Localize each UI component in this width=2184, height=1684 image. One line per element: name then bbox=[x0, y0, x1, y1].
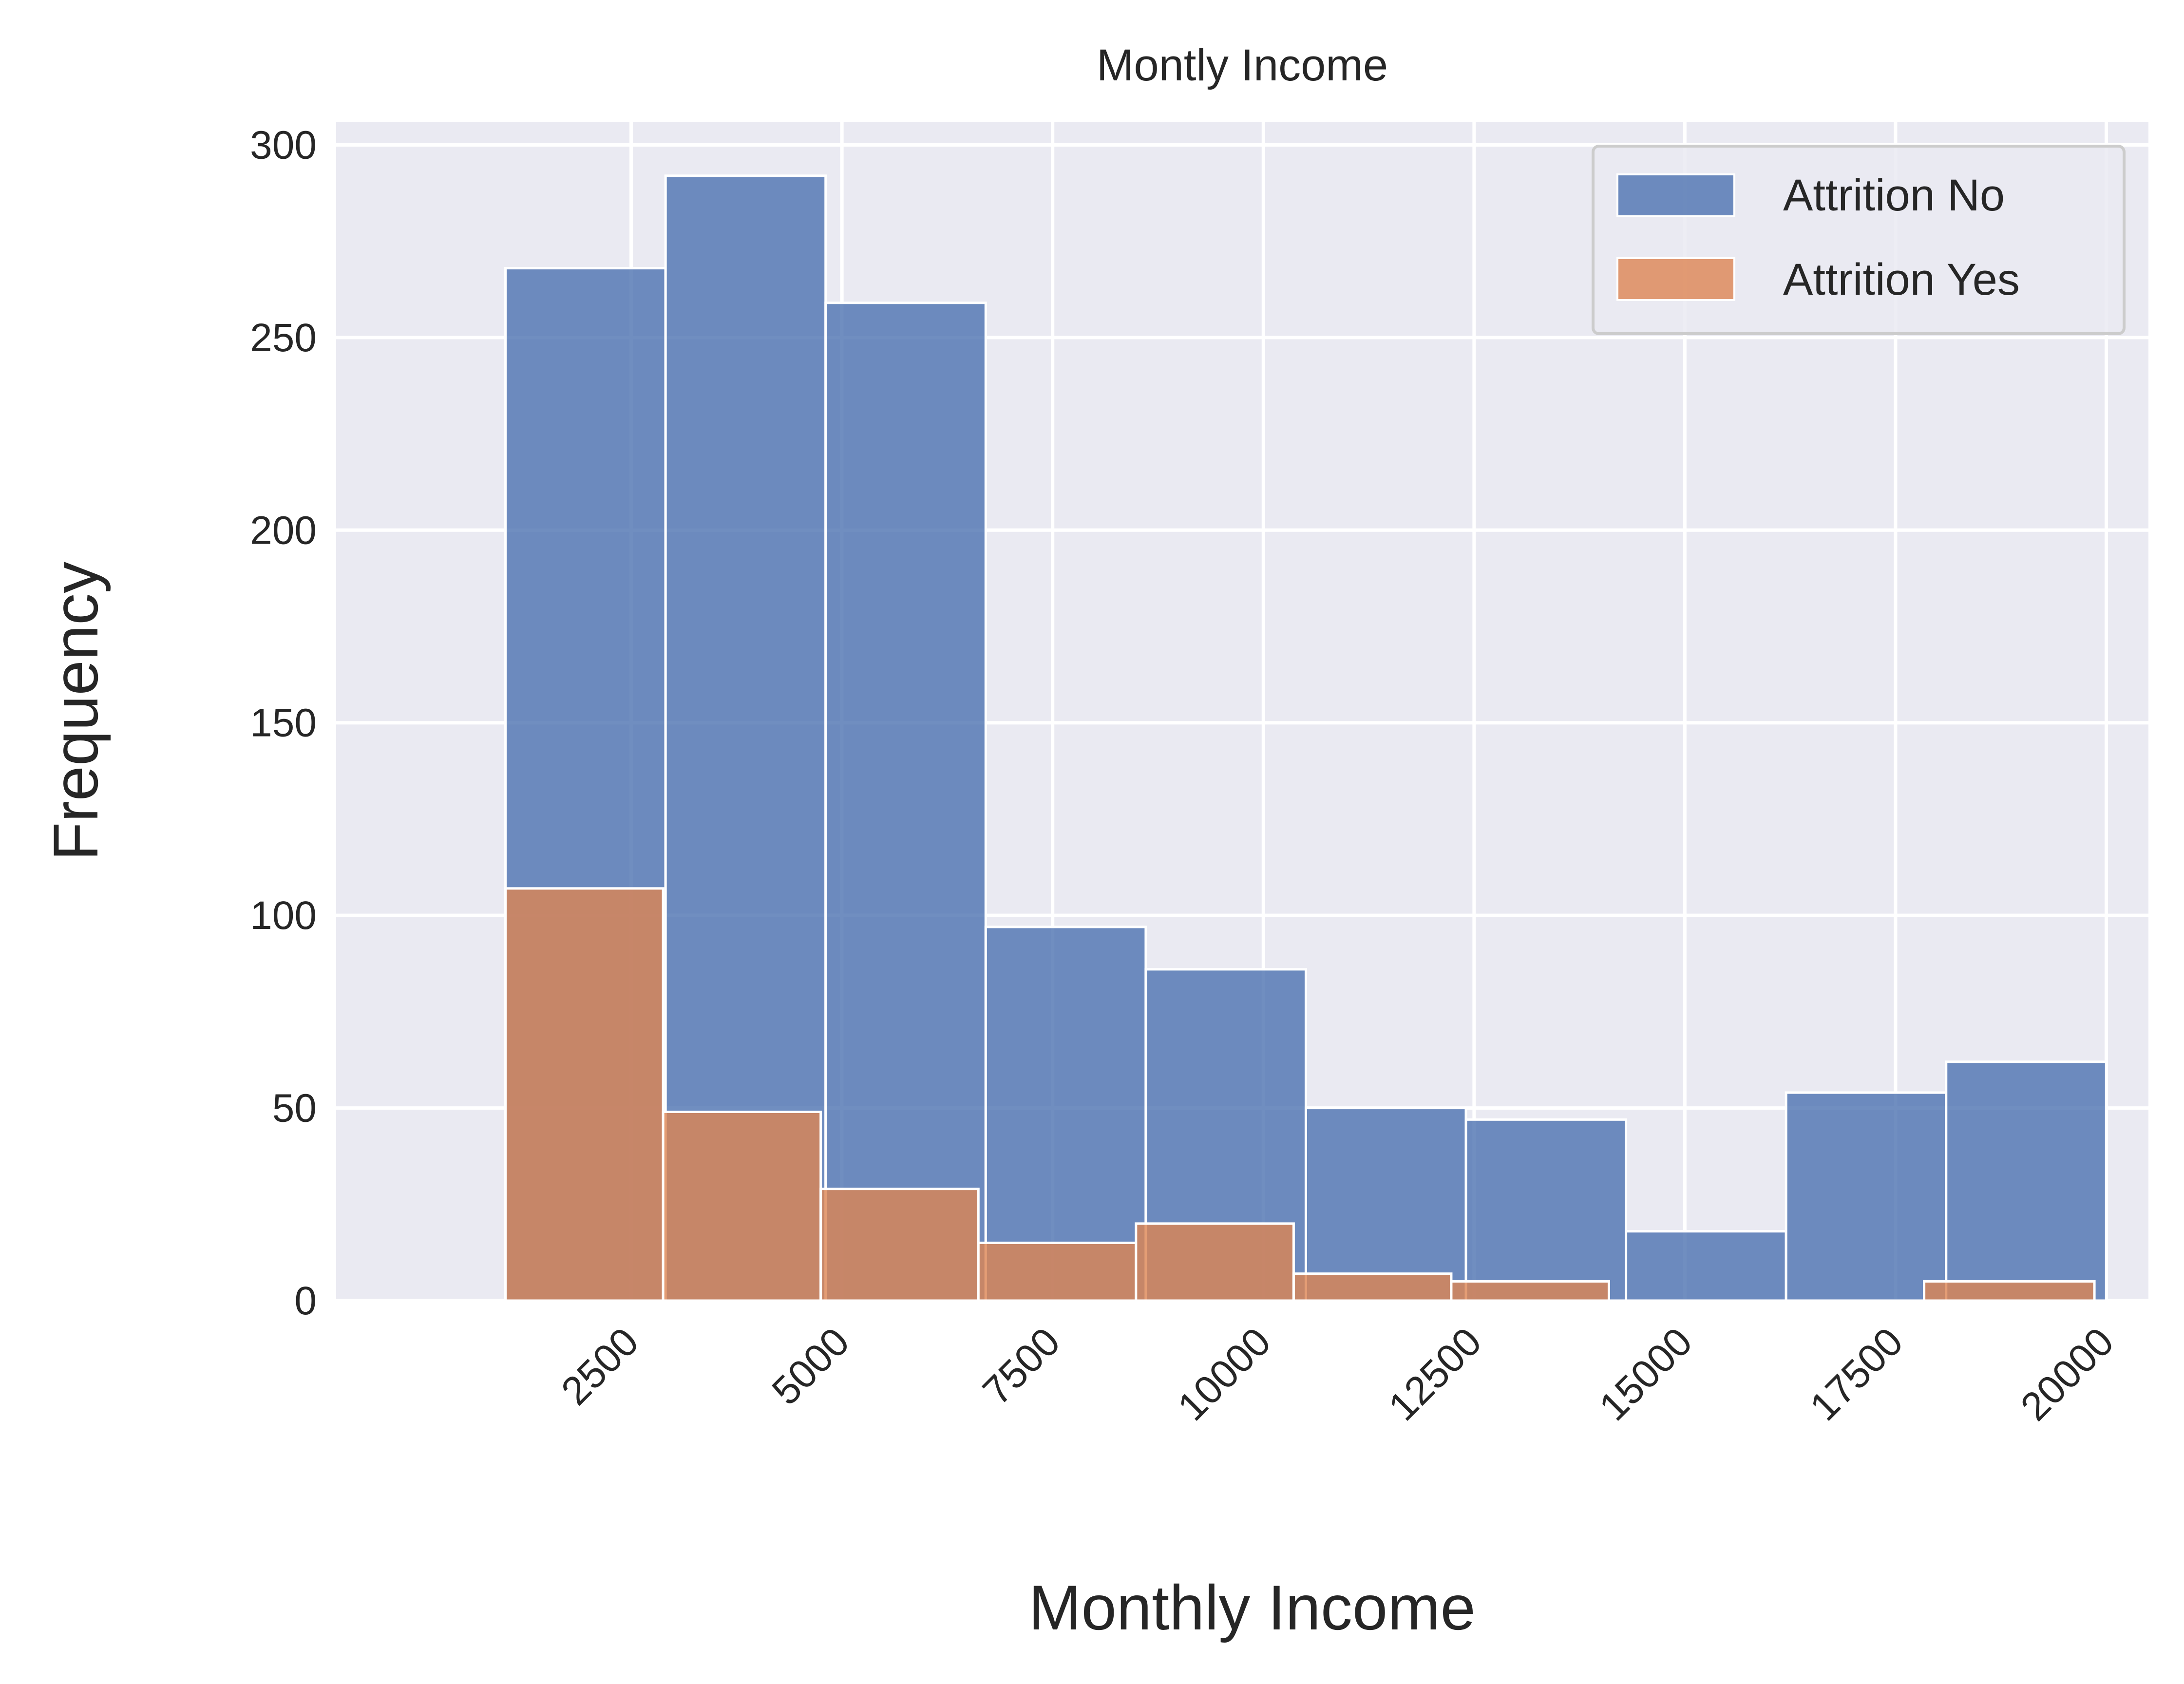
bar-attrition-no bbox=[824, 302, 987, 1302]
x-tick-label: 10000 bbox=[1169, 1319, 1279, 1429]
x-tick-label: 17500 bbox=[1802, 1319, 1912, 1429]
legend-label-attrition-yes: Attrition Yes bbox=[1783, 255, 2020, 304]
y-tick-label: 200 bbox=[250, 508, 317, 552]
x-tick-label: 2500 bbox=[553, 1319, 647, 1413]
bar-attrition-no bbox=[984, 926, 1147, 1302]
y-tick-label: 0 bbox=[294, 1279, 317, 1323]
y-tick-label: 150 bbox=[250, 701, 317, 745]
y-tick-label: 250 bbox=[250, 316, 317, 360]
bar-attrition-no bbox=[1304, 1107, 1467, 1302]
legend: Attrition No Attrition Yes bbox=[1592, 145, 2126, 335]
bar-attrition-yes bbox=[819, 1188, 980, 1302]
x-tick-label: 12500 bbox=[1380, 1319, 1490, 1429]
bar-attrition-yes bbox=[1450, 1280, 1610, 1302]
bar-attrition-yes bbox=[504, 887, 665, 1302]
bar-attrition-yes bbox=[1292, 1272, 1453, 1302]
bar-attrition-yes bbox=[977, 1241, 1138, 1302]
legend-swatch-attrition-yes bbox=[1616, 257, 1735, 301]
bars bbox=[504, 174, 2108, 1302]
legend-swatch-attrition-no bbox=[1616, 173, 1735, 217]
x-tick-label: 5000 bbox=[764, 1319, 858, 1413]
x-tick-labels: 2500 5000 7500 10000 12500 15000 17500 20000 bbox=[553, 1319, 2122, 1429]
x-axis-label: Monthly Income bbox=[1028, 1572, 1476, 1643]
legend-label-attrition-no: Attrition No bbox=[1783, 170, 2005, 220]
bar-attrition-no bbox=[1625, 1230, 1787, 1302]
x-tick-label: 15000 bbox=[1591, 1319, 1701, 1429]
x-tick-label: 20000 bbox=[2013, 1319, 2123, 1429]
bar-attrition-no bbox=[1945, 1060, 2108, 1302]
y-tick-label: 100 bbox=[250, 893, 317, 938]
bar-attrition-yes bbox=[1923, 1280, 2096, 1302]
x-tick-label: 7500 bbox=[974, 1319, 1068, 1413]
y-tick-label: 300 bbox=[250, 123, 317, 167]
bar-attrition-no bbox=[1464, 1118, 1628, 1302]
y-tick-label: 50 bbox=[272, 1086, 317, 1131]
y-axis-label: Frequency bbox=[40, 562, 111, 861]
bar-attrition-no bbox=[1785, 1091, 1948, 1302]
chart-title: Montly Income bbox=[1097, 40, 1388, 90]
y-tick-labels: 0 50 100 150 200 250 300 bbox=[250, 123, 317, 1323]
bar-attrition-yes bbox=[1135, 1222, 1295, 1302]
bar-attrition-yes bbox=[662, 1110, 822, 1302]
